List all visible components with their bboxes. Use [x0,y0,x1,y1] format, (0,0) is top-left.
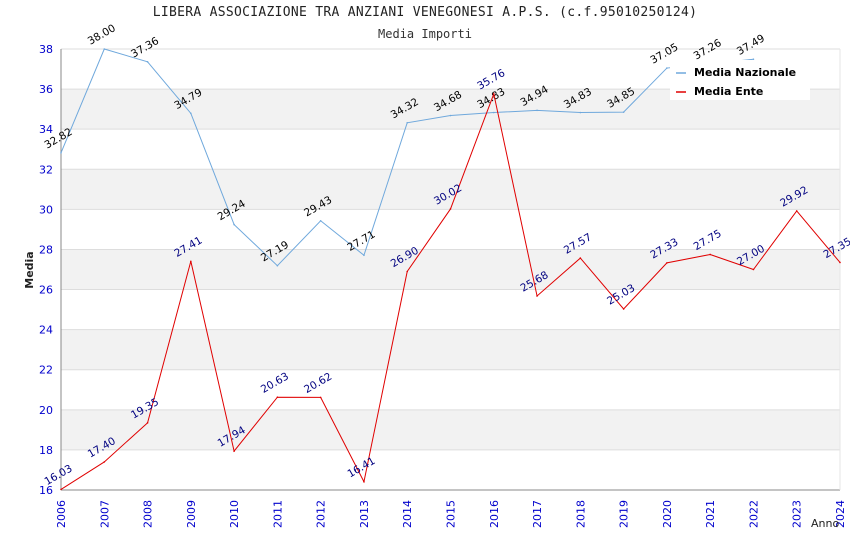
data-point [666,67,668,69]
data-point [406,270,409,273]
data-point [752,58,755,61]
x-tick-label: 2008 [142,500,155,528]
y-tick-label: 16 [39,484,53,497]
data-point [795,210,798,212]
y-tick-label: 24 [39,324,53,337]
x-tick-label: 2019 [618,500,631,528]
x-tick-label: 2017 [531,500,544,528]
chart-title: LIBERA ASSOCIAZIONE TRA ANZIANI VENEGONE… [152,5,698,20]
y-tick-label: 34 [39,123,53,136]
data-point [60,152,62,154]
y-axis-label: Media [23,251,36,288]
data-point [233,223,235,226]
y-tick-label: 28 [39,243,53,256]
data-point [406,121,409,124]
data-point [319,219,322,222]
data-point [752,268,755,271]
x-tick-label: 2006 [55,500,68,528]
data-label: 37.26 [692,37,724,63]
y-tick-label: 22 [39,364,53,377]
data-point [666,262,668,264]
x-tick-label: 2022 [747,500,760,528]
data-point [492,111,495,114]
data-point [190,112,192,115]
series-line [60,48,754,267]
data-point [233,450,235,452]
data-point [492,93,495,95]
x-tick-label: 2023 [791,500,804,528]
x-tick-label: 2013 [358,500,371,528]
data-label: 20.63 [259,370,291,395]
data-point [190,260,192,263]
x-tick-label: 2018 [574,500,587,528]
chart-subtitle: Media Importi [378,27,472,41]
y-tick-label: 38 [39,43,53,56]
grid-band [61,169,840,210]
y-tick-label: 20 [39,404,53,417]
data-point [103,48,106,50]
data-point [622,111,625,113]
x-tick-label: 2007 [98,500,111,528]
data-point [276,264,279,267]
data-point [536,295,538,297]
data-point [363,254,365,257]
y-tick-label: 32 [39,163,53,176]
x-tick-label: 2015 [445,500,458,528]
x-tick-label: 2016 [488,500,501,528]
grid-band [61,329,840,370]
data-point [103,461,106,463]
x-tick-label: 2012 [315,500,328,528]
data-point [319,396,322,399]
data-point [146,422,149,424]
data-label: 20.62 [302,371,334,396]
x-tick-label: 2021 [704,500,717,528]
y-tick-label: 30 [39,203,53,216]
y-tick-label: 18 [39,444,53,457]
data-label: 38.00 [86,22,118,47]
x-tick-label: 2011 [271,500,284,528]
y-tick-label: 36 [39,83,53,96]
data-point [622,308,625,310]
data-point [839,261,841,264]
data-point [449,114,452,117]
legend-label: Media Ente [694,85,763,98]
legend-label: Media Nazionale [694,66,796,79]
data-point [276,396,279,398]
data-point [579,111,582,114]
data-point [363,480,365,483]
data-point [709,253,711,256]
data-point [579,257,582,259]
grid-band [61,409,840,450]
legend-box [670,60,810,100]
data-point [449,208,452,210]
data-point [146,61,149,63]
x-tick-label: 2024 [834,500,847,528]
grid-band [61,249,840,290]
x-tick-label: 2014 [401,500,414,528]
x-axis-label: Anno [811,517,839,530]
data-point [536,109,538,112]
data-point [60,488,62,491]
data-label: 37.36 [129,35,161,61]
x-tick-label: 2020 [661,500,674,528]
x-tick-label: 2010 [228,500,241,528]
data-label: 37.49 [735,32,767,57]
x-tick-label: 2009 [185,500,198,528]
y-tick-label: 26 [39,284,53,297]
